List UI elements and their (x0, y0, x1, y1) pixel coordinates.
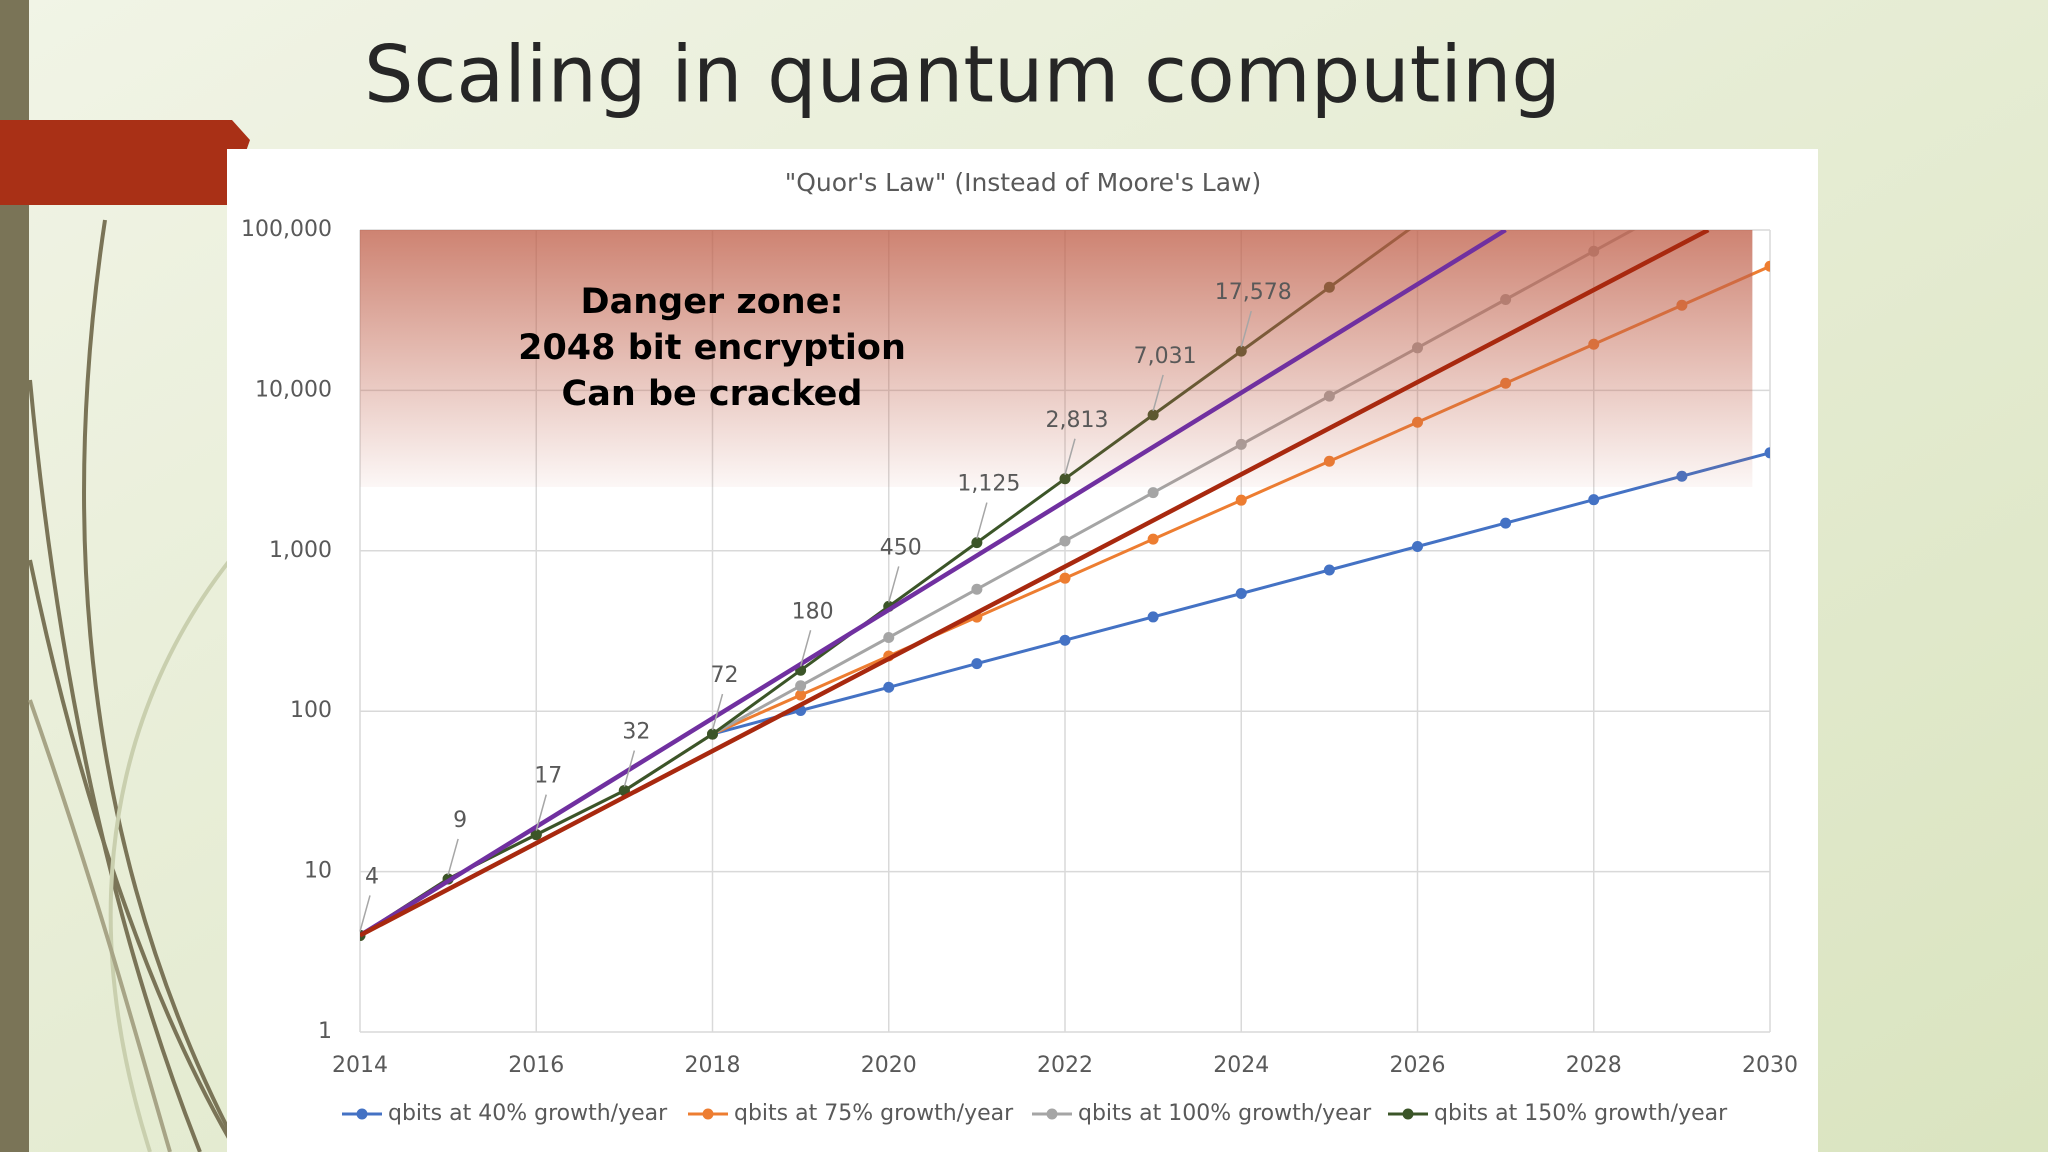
legend-label: qbits at 40% growth/year (388, 1101, 668, 1126)
chart-title: "Quor's Law" (Instead of Moore's Law) (785, 168, 1262, 197)
data-point (795, 689, 807, 701)
data-point (1059, 634, 1071, 646)
label-leader (799, 630, 812, 667)
label-leader (623, 750, 636, 787)
x-tick-label: 2016 (508, 1053, 564, 1078)
data-label: 1,125 (957, 472, 1020, 497)
y-tick-label: 1,000 (269, 538, 332, 563)
data-point (795, 680, 807, 692)
plot (360, 230, 1770, 941)
label-leader (888, 566, 900, 603)
x-tick-label: 2026 (1390, 1053, 1446, 1078)
series-line (360, 230, 1507, 938)
data-point (1412, 541, 1423, 553)
annotation: Danger zone: (581, 282, 844, 322)
label-leader (711, 693, 724, 731)
data-label: 17 (534, 764, 562, 789)
label-leader (1064, 438, 1076, 475)
data-point (1059, 535, 1071, 547)
legend-swatch-dot (1046, 1108, 1058, 1120)
label-leader (976, 502, 988, 539)
data-point (707, 728, 718, 740)
data-point (971, 583, 983, 595)
decor-curves (28, 219, 242, 1153)
data-label: 2,813 (1046, 408, 1109, 433)
x-tick-label: 2028 (1566, 1053, 1622, 1078)
legend-swatch-dot (356, 1108, 368, 1120)
danger-zone (360, 230, 1753, 487)
data-label: 4 (365, 864, 379, 889)
label-leader (535, 794, 547, 831)
data-point (1323, 564, 1335, 576)
series-line (360, 230, 1710, 938)
data-point (1147, 487, 1159, 499)
x-tick-label: 2024 (1213, 1053, 1269, 1078)
x-tick-label: 2022 (1037, 1053, 1093, 1078)
legend-swatch-dot (702, 1108, 714, 1120)
data-label: 72 (711, 663, 739, 688)
data-label: 180 (792, 599, 834, 624)
data-point (1235, 494, 1247, 506)
y-tick-label: 1 (318, 1019, 332, 1044)
data-point (1147, 611, 1159, 623)
legend-label: qbits at 100% growth/year (1078, 1101, 1372, 1126)
annotation: Can be cracked (562, 374, 863, 414)
data-point (883, 681, 895, 693)
data-label: 7,031 (1134, 344, 1197, 369)
data-label: 9 (453, 808, 467, 833)
label-leader (447, 838, 459, 876)
x-tick-label: 2020 (861, 1053, 917, 1078)
label-leader (359, 895, 371, 932)
legend-swatch-dot (1402, 1108, 1414, 1120)
data-point (971, 658, 983, 670)
data-point (971, 537, 983, 549)
data-point (1147, 533, 1159, 545)
data-label: 17,578 (1215, 280, 1292, 305)
x-tick-label: 2014 (332, 1053, 388, 1078)
y-tick-label: 10 (304, 859, 332, 884)
data-point (1764, 447, 1770, 459)
legend-label: qbits at 150% growth/year (1434, 1101, 1728, 1126)
y-tick-label: 10,000 (255, 377, 332, 402)
title-tab (0, 120, 250, 205)
x-tick-label: 2018 (685, 1053, 741, 1078)
legend-label: qbits at 75% growth/year (734, 1101, 1014, 1126)
slide-title: Scaling in quantum computing (364, 30, 1561, 120)
y-tick-label: 100 (290, 698, 332, 723)
data-point (1588, 494, 1600, 506)
data-label: 32 (622, 720, 650, 745)
data-point (1059, 572, 1071, 584)
x-tick-label: 2030 (1742, 1053, 1798, 1078)
y-tick-label: 100,000 (241, 217, 332, 242)
annotation: 2048 bit encryption (518, 328, 906, 368)
data-point (1764, 260, 1770, 272)
data-point (530, 829, 542, 841)
data-label: 450 (880, 535, 922, 560)
data-point (883, 632, 895, 644)
data-point (1235, 587, 1247, 599)
label-leader (1152, 374, 1164, 412)
label-leader (1240, 310, 1252, 348)
data-point (1500, 517, 1512, 529)
